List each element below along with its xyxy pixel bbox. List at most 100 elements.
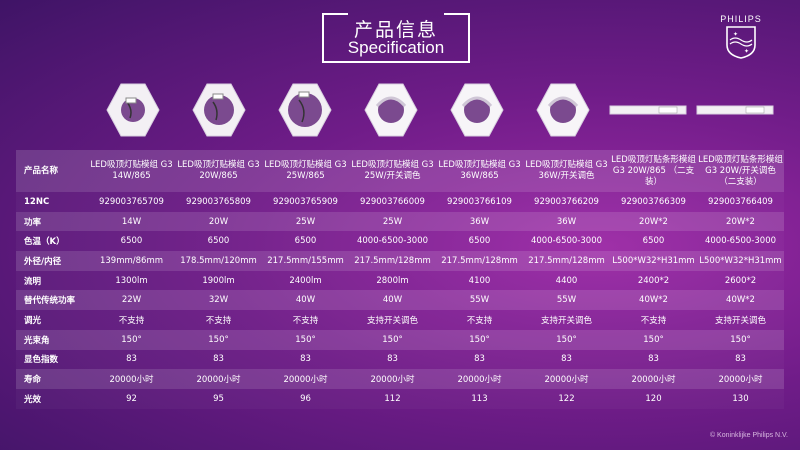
table-cell: 929003766409 (697, 192, 784, 212)
table-cell: 不支持 (262, 310, 349, 330)
table-cell: 2400*2 (610, 271, 697, 291)
table-cell: 不支持 (175, 310, 262, 330)
row-label: 光效 (16, 389, 88, 409)
table-cell: 92 (88, 389, 175, 409)
table-cell: 2600*2 (697, 271, 784, 291)
table-cell: 929003765709 (88, 192, 175, 212)
table-cell: 20000小时 (436, 369, 523, 389)
hexagon-frosted-image (450, 83, 504, 137)
table-cell: 120 (610, 389, 697, 409)
hexagon-module-image (278, 83, 332, 137)
table-cell: 96 (262, 389, 349, 409)
hexagon-module-image (106, 83, 160, 137)
table-cell: 95 (175, 389, 262, 409)
table-cell: 929003765909 (262, 192, 349, 212)
svg-text:✦: ✦ (744, 48, 749, 55)
table-cell: 20000小时 (523, 369, 610, 389)
table-cell: 113 (436, 389, 523, 409)
table-row: 寿命 20000小时 20000小时 20000小时 20000小时 20000小时 200… (16, 369, 784, 389)
product-image-row (0, 75, 800, 145)
table-row: 12NC 929003765709 929003765809 929003765909… (16, 192, 784, 212)
table-cell: 150° (523, 329, 610, 350)
table-cell: L500*W32*H31mm (697, 251, 784, 271)
table-cell: 150° (610, 329, 697, 350)
table-row: 调光 不支持 不支持 不支持 支持开关调色 不支持 支持开关调色 不支持 支持开关调色 (16, 310, 784, 330)
brand-name: PHILIPS (720, 14, 762, 24)
table-cell: 4000-6500-3000 (349, 231, 436, 251)
table-row: 显色指数 83 83 83 83 83 83 83 83 (16, 350, 784, 370)
table-cell: 83 (262, 350, 349, 370)
table-cell: 929003766109 (436, 192, 523, 212)
strip-module-image (696, 105, 774, 115)
table-row: 流明 1300lm 1900lm 2400lm 2800lm 4100 4400 2400*2… (16, 271, 784, 291)
table-cell: 4000-6500-3000 (523, 231, 610, 251)
table-cell: 支持开关调色 (349, 310, 436, 330)
table-cell: 20W*2 (697, 211, 784, 232)
table-cell: L500*W32*H31mm (610, 251, 697, 271)
table-cell: 55W (523, 290, 610, 311)
product-image-8 (690, 75, 780, 145)
table-cell: 929003766309 (610, 192, 697, 212)
table-cell: LED吸顶灯贴条形模组 G3 20W/865 （二支装） (610, 150, 697, 192)
product-image-6 (518, 75, 608, 145)
brand-logo: PHILIPS ✦ ✦ (711, 14, 771, 59)
row-label: 功率 (16, 211, 88, 232)
hexagon-frosted-image (364, 83, 418, 137)
table-cell: 178.5mm/120mm (175, 251, 262, 271)
table-cell: 20000小时 (349, 369, 436, 389)
product-image-4 (346, 75, 436, 145)
table-cell: 不支持 (88, 310, 175, 330)
table-row: 功率 14W 20W 25W 25W 36W 36W 20W*2 20W*2 (16, 211, 784, 232)
table-cell: 217.5mm/128mm (436, 251, 523, 271)
table-cell: 20000小时 (175, 369, 262, 389)
table-cell: 83 (523, 350, 610, 370)
table-cell: 40W (349, 290, 436, 311)
table-cell: 36W (436, 211, 523, 232)
table-cell: 929003766009 (349, 192, 436, 212)
table-cell: 150° (349, 329, 436, 350)
table-cell: 6500 (175, 231, 262, 251)
table-cell: LED吸顶灯贴条形模组 G3 20W/开关调色（二支装） (697, 150, 784, 192)
strip-module-image (609, 105, 687, 115)
table-cell: 55W (436, 290, 523, 311)
table-cell: 36W (523, 211, 610, 232)
table-cell: 130 (697, 389, 784, 409)
table-cell: 1300lm (88, 271, 175, 291)
table-cell: 20W*2 (610, 211, 697, 232)
table-cell: 4100 (436, 271, 523, 291)
table-row: 光束角 150° 150° 150° 150° 150° 150° 150° 150° (16, 329, 784, 350)
row-label: 光束角 (16, 329, 88, 350)
page-title-cn: 产品信息 (353, 19, 438, 41)
table-cell: 217.5mm/155mm (262, 251, 349, 271)
table-cell: LED吸顶灯贴模组 G3 14W/865 (88, 150, 175, 192)
table-cell: 不支持 (436, 310, 523, 330)
table-cell: 83 (697, 350, 784, 370)
table-cell: 217.5mm/128mm (523, 251, 610, 271)
table-cell: 6500 (610, 231, 697, 251)
table-cell: 40W*2 (697, 290, 784, 311)
table-cell: 83 (349, 350, 436, 370)
product-image-2 (174, 75, 264, 145)
table-row: 产品名称 LED吸顶灯贴模组 G3 14W/865 LED吸顶灯贴模组 G3 20W… (16, 150, 784, 192)
row-label: 产品名称 (16, 150, 88, 192)
table-cell: 20000小时 (697, 369, 784, 389)
table-cell: 217.5mm/128mm (349, 251, 436, 271)
table-cell: 139mm/86mm (88, 251, 175, 271)
row-label: 色温（K） (16, 231, 88, 251)
table-cell: 150° (436, 329, 523, 350)
table-cell: 6500 (88, 231, 175, 251)
row-label: 调光 (16, 310, 88, 330)
table-row: 色温（K） 6500 6500 6500 4000-6500-3000 6500 4000-… (16, 231, 784, 251)
row-label: 12NC (16, 192, 88, 212)
table-cell: 150° (697, 329, 784, 350)
table-cell: 20W (175, 211, 262, 232)
table-cell: 150° (88, 329, 175, 350)
hexagon-frosted-image (536, 83, 590, 137)
title-frame: 产品信息 Specification (322, 13, 470, 63)
table-cell: 20000小时 (262, 369, 349, 389)
table-cell: 83 (175, 350, 262, 370)
philips-shield-icon: ✦ ✦ (726, 26, 756, 59)
row-label: 外径/内径 (16, 251, 88, 271)
table-cell: 83 (436, 350, 523, 370)
product-image-3 (260, 75, 350, 145)
